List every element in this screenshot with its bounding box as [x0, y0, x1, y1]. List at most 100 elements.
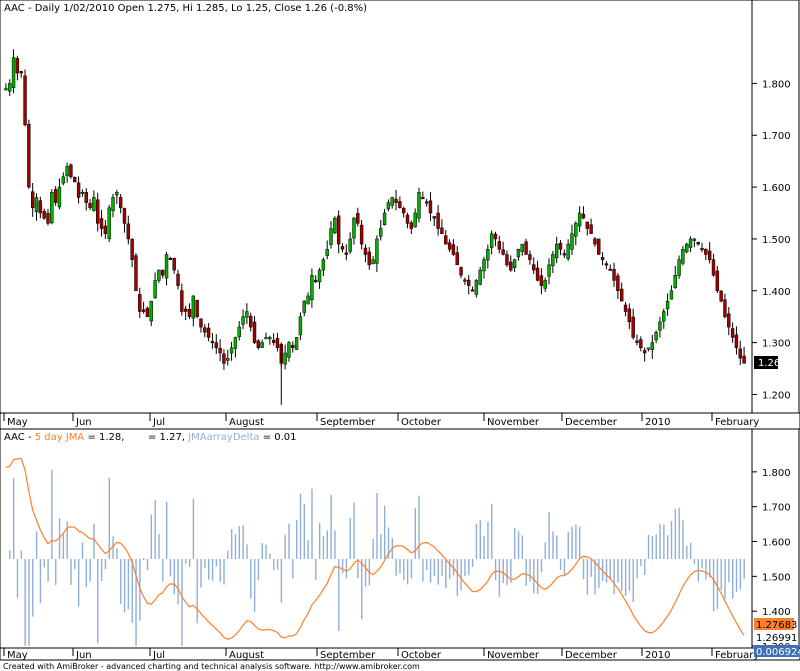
indicator-x-month-label: November	[487, 650, 540, 661]
candle-body	[562, 253, 567, 256]
delta-bar	[318, 523, 321, 559]
delta-bar	[108, 477, 110, 559]
candle-body	[604, 263, 609, 266]
delta-bar	[429, 558, 432, 583]
delta-bar	[372, 539, 374, 559]
delta-bar	[644, 558, 646, 575]
delta-bar	[563, 558, 566, 575]
candle-body	[440, 227, 444, 234]
delta-bar	[364, 558, 367, 587]
indicator-y-tick-label: 1.600	[762, 538, 791, 549]
delta-bar	[242, 525, 244, 559]
candle-body	[248, 315, 253, 328]
delta-bar	[250, 558, 252, 599]
candle-body	[685, 243, 689, 253]
price-x-month-label: May	[7, 417, 28, 428]
delta-bar	[9, 550, 11, 559]
delta-value-tag	[754, 645, 799, 657]
delta-bar	[575, 524, 577, 559]
candle-body	[719, 290, 723, 302]
candle-body	[214, 342, 218, 349]
delta-bar	[150, 514, 153, 559]
candle-body	[264, 337, 268, 340]
candle-body	[348, 238, 352, 252]
price-y-tick-label: 1.700	[762, 131, 791, 142]
delta-tag-label: 0.0069242	[756, 647, 800, 658]
delta-bar	[295, 520, 298, 559]
delta-bar	[636, 558, 638, 579]
candle-body	[543, 280, 547, 289]
price-x-month-label: Jul	[152, 417, 165, 428]
delta-bar	[594, 558, 596, 595]
delta-bar	[628, 558, 631, 591]
candle-body	[161, 269, 165, 276]
candle-body	[658, 321, 662, 331]
delta-bar	[487, 521, 489, 559]
candle-body	[283, 352, 287, 365]
delta-bar	[410, 558, 413, 579]
price-y-tick-label: 1.200	[762, 390, 791, 401]
candle-body	[646, 347, 651, 350]
delta-bar	[663, 524, 665, 559]
candle-body	[635, 340, 639, 343]
delta-bar	[437, 558, 439, 585]
delta-bar	[70, 558, 72, 585]
candle-body	[73, 176, 77, 183]
delta-bar	[181, 558, 183, 646]
delta-bar	[188, 558, 191, 567]
delta-bar	[406, 558, 409, 585]
delta-bar	[693, 558, 696, 564]
candle-body	[539, 275, 544, 286]
price-x-month-label: October	[401, 417, 442, 428]
candle-body	[88, 202, 92, 209]
price-time-axis	[0, 412, 800, 430]
delta-bar	[185, 558, 187, 564]
candle-body	[371, 259, 375, 264]
indicator-time-axis	[0, 647, 800, 661]
mid-tag-label: 1.26991	[756, 633, 797, 644]
indicator-x-month-label: October	[401, 650, 442, 661]
delta-bar	[598, 558, 600, 589]
candle-body	[547, 264, 551, 277]
delta-bar	[743, 558, 745, 579]
delta-bar	[330, 494, 332, 559]
delta-bar	[510, 558, 512, 583]
candle-body	[310, 274, 314, 301]
candle-body	[164, 254, 169, 279]
candle-body	[233, 337, 238, 349]
indicator-x-month-label: December	[565, 650, 618, 661]
candle-body	[619, 288, 624, 302]
candle-body	[612, 269, 616, 281]
candle-body	[688, 238, 693, 248]
candle-body	[260, 342, 264, 348]
delta-bar	[322, 535, 325, 559]
delta-bar	[647, 534, 650, 559]
delta-bar	[601, 558, 604, 581]
delta-bar	[540, 558, 543, 573]
delta-bar	[192, 498, 195, 559]
delta-bar	[724, 558, 726, 599]
delta-bar	[590, 558, 592, 577]
delta-bar	[533, 558, 535, 594]
candle-body	[417, 192, 421, 219]
delta-bar	[47, 558, 49, 582]
delta-bar	[303, 503, 306, 559]
candle-body	[8, 83, 12, 92]
candle-body	[4, 88, 8, 91]
candle-body	[46, 212, 50, 224]
price-x-month-label: 2010	[645, 417, 670, 428]
candle-body	[616, 275, 620, 292]
candle-body	[390, 197, 394, 206]
price-header: AAC - Daily 1/02/2010 Open 1.275, Hi 1.2…	[4, 3, 367, 14]
candle-body	[57, 186, 62, 208]
candle-body	[505, 254, 509, 266]
delta-bar	[655, 534, 657, 559]
candle-body	[593, 238, 597, 245]
delta-bar	[491, 503, 493, 559]
delta-bar	[345, 558, 348, 579]
candle-body	[470, 289, 475, 292]
indicator-symbol: AAC -	[4, 432, 35, 443]
indicator-x-month-label: 2010	[645, 650, 670, 661]
delta-bar	[165, 501, 168, 559]
delta-bar	[689, 542, 692, 559]
